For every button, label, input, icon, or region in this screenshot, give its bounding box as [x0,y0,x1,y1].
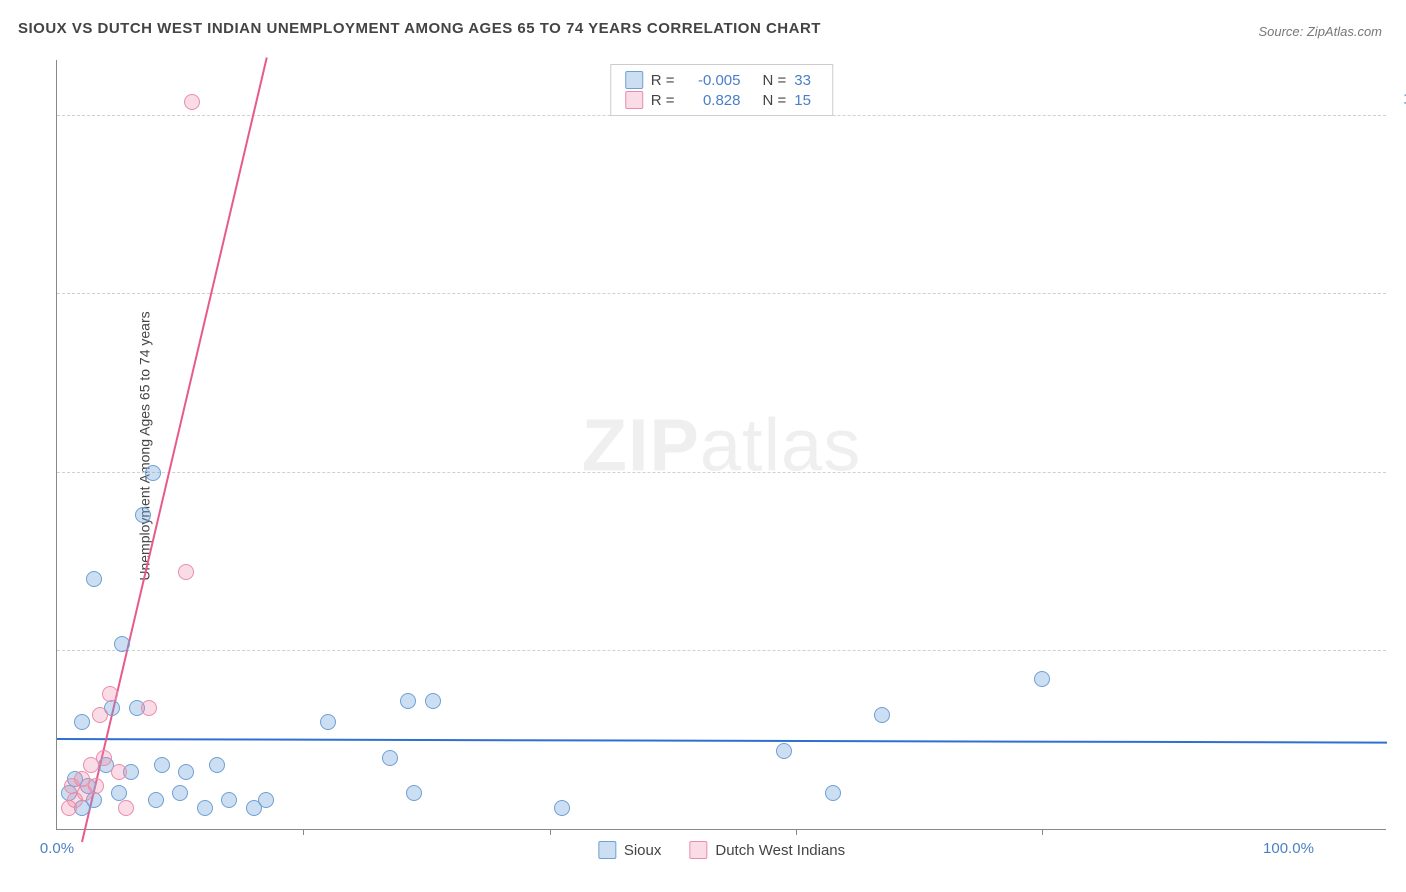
legend-item-sioux: Sioux [598,841,662,859]
watermark: ZIPatlas [582,402,861,487]
swatch-sioux [625,71,643,89]
data-point [141,700,157,716]
y-tick-label: 75.0% [1394,269,1406,286]
data-point [74,714,90,730]
data-point [86,571,102,587]
data-point [1034,671,1050,687]
n-label: N = [763,92,787,109]
source-label: Source: ZipAtlas.com [1258,24,1382,39]
data-point [209,757,225,773]
data-point [776,743,792,759]
data-point [554,800,570,816]
watermark-atlas: atlas [700,403,861,486]
data-point [400,693,416,709]
trend-line [81,58,268,843]
legend-item-dwi: Dutch West Indians [689,841,845,859]
data-point [825,785,841,801]
data-point [148,792,164,808]
swatch-dwi [689,841,707,859]
x-tick [1042,829,1043,835]
gridline [57,650,1386,651]
data-point [92,707,108,723]
legend-label-dwi: Dutch West Indians [715,842,845,859]
n-value-sioux: 33 [794,72,818,89]
x-tick [796,829,797,835]
n-label: N = [763,72,787,89]
data-point [154,757,170,773]
y-tick-label: 50.0% [1394,447,1406,464]
data-point [102,686,118,702]
data-point [96,750,112,766]
r-label: R = [651,72,675,89]
chart-container: SIOUX VS DUTCH WEST INDIAN UNEMPLOYMENT … [0,0,1406,892]
data-point [145,465,161,481]
x-tick-label: 100.0% [1263,840,1314,857]
data-point [425,693,441,709]
data-point [172,785,188,801]
data-point [114,636,130,652]
trend-line [57,738,1387,744]
n-value-dwi: 15 [794,92,818,109]
stats-row-sioux: R = -0.005 N = 33 [625,71,819,89]
data-point [874,707,890,723]
data-point [178,764,194,780]
data-point [184,94,200,110]
swatch-dwi [625,91,643,109]
data-point [197,800,213,816]
swatch-sioux [598,841,616,859]
x-tick-label: 0.0% [40,840,74,857]
plot-area: ZIPatlas R = -0.005 N = 33 R = 0.828 N =… [56,60,1386,830]
y-tick-label: 100.0% [1394,91,1406,108]
data-point [258,792,274,808]
data-point [178,564,194,580]
gridline [57,293,1386,294]
data-point [320,714,336,730]
chart-title: SIOUX VS DUTCH WEST INDIAN UNEMPLOYMENT … [18,20,821,37]
data-point [221,792,237,808]
stats-row-dwi: R = 0.828 N = 15 [625,91,819,109]
data-point [118,800,134,816]
gridline [57,115,1386,116]
data-point [88,778,104,794]
stats-legend: R = -0.005 N = 33 R = 0.828 N = 15 [610,64,834,116]
data-point [382,750,398,766]
y-tick-label: 25.0% [1394,625,1406,642]
series-legend: Sioux Dutch West Indians [598,841,845,859]
legend-label-sioux: Sioux [624,842,662,859]
gridline [57,472,1386,473]
data-point [135,507,151,523]
x-tick [550,829,551,835]
data-point [406,785,422,801]
data-point [111,764,127,780]
x-tick [303,829,304,835]
r-label: R = [651,92,675,109]
r-value-dwi: 0.828 [683,92,741,109]
r-value-sioux: -0.005 [683,72,741,89]
watermark-zip: ZIP [582,403,700,486]
